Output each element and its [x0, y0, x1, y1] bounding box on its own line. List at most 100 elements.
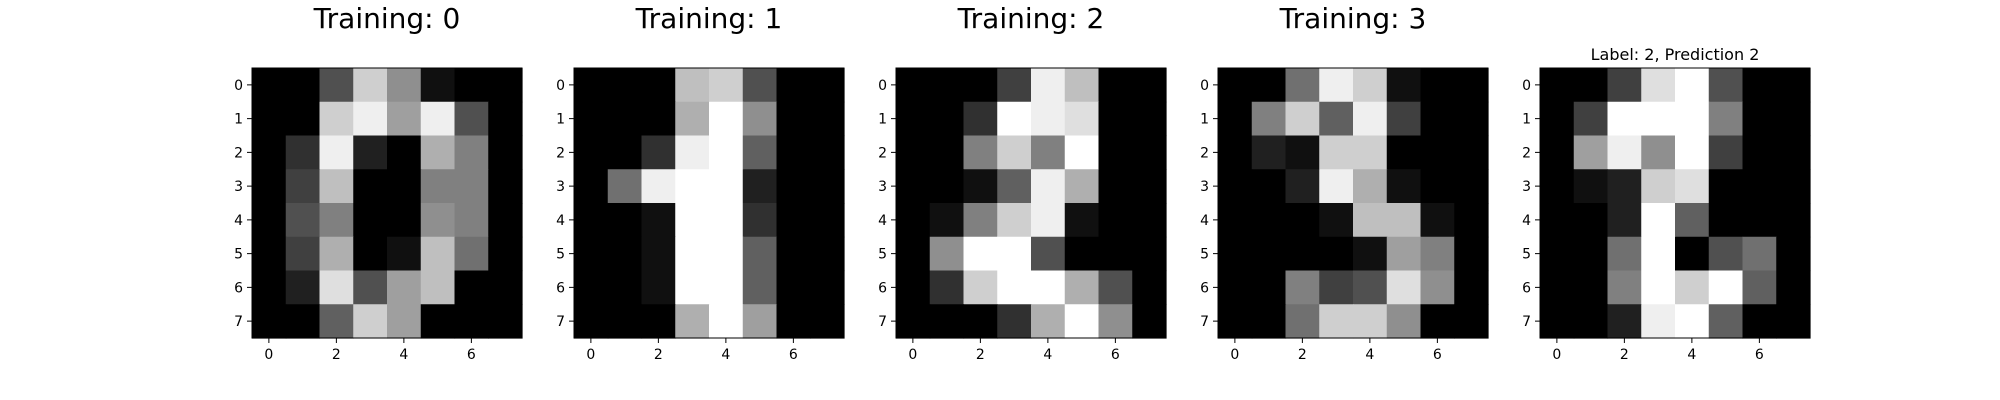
- pixel-cell: [1386, 169, 1422, 204]
- pixel-cell: [1641, 304, 1676, 339]
- pixel-cell: [285, 304, 321, 339]
- pixel-cell: [454, 203, 489, 238]
- pixel-cell: [675, 270, 710, 305]
- pixel-cell: [1386, 270, 1422, 305]
- pixel-cell: [420, 101, 456, 137]
- pixel-cell: [353, 236, 388, 272]
- pixel-cell: [929, 169, 965, 204]
- pixel-cell: [285, 270, 321, 305]
- pixel-cell: [896, 304, 931, 339]
- pixel-cell: [420, 203, 456, 238]
- pixel-cell: [607, 135, 643, 170]
- pixel-cell: [1573, 304, 1609, 339]
- panel-title: Training: 3: [1279, 2, 1427, 35]
- digit-panel-4: Label: 2, Prediction 2 0 2 4 6 0 1 2 3 4 5 6 7: [1522, 45, 1811, 363]
- pixel-cell: [896, 101, 931, 137]
- pixel-cell: [1708, 236, 1744, 272]
- pixel-cell: [1353, 68, 1388, 103]
- pixel-cell: [1641, 135, 1676, 170]
- pixel-cell: [929, 203, 965, 238]
- y-tick-label: 1: [556, 112, 565, 128]
- pixel-cell: [353, 135, 388, 170]
- y-tick-label: 2: [234, 145, 243, 161]
- pixel-cell: [963, 270, 998, 305]
- pixel-cell: [387, 270, 422, 305]
- pixel-cell: [896, 203, 931, 238]
- pixel-cell: [574, 304, 609, 339]
- pixel-cell: [1386, 203, 1422, 238]
- pixel-cell: [1251, 236, 1287, 272]
- y-tick-label: 3: [234, 179, 243, 195]
- pixel-cell: [641, 135, 676, 170]
- pixel-cell: [675, 304, 710, 339]
- pixel-cell: [776, 68, 811, 103]
- pixel-cell: [810, 135, 845, 170]
- pixel-cell: [1251, 304, 1287, 339]
- pixel-cell: [488, 101, 523, 137]
- pixel-cell: [252, 101, 287, 137]
- pixel-cell: [1031, 135, 1066, 170]
- pixel-cell: [675, 236, 710, 272]
- pixel-cell: [1675, 135, 1710, 170]
- pixel-cell: [1540, 304, 1575, 339]
- pixel-cell: [810, 236, 845, 272]
- y-tick-label: 6: [234, 280, 243, 296]
- panel-title: Training: 1: [635, 2, 783, 35]
- pixel-cell: [641, 101, 676, 137]
- pixel-cell: [319, 270, 354, 305]
- pixel-cell: [1098, 236, 1133, 272]
- pixel-cell: [1285, 101, 1320, 137]
- pixel-cell: [1251, 68, 1287, 103]
- pixel-cell: [641, 169, 676, 204]
- pixel-cell: [1742, 304, 1777, 339]
- pixel-cell: [420, 304, 456, 339]
- pixel-cell: [1319, 101, 1354, 137]
- x-tick-label: 2: [332, 347, 341, 363]
- pixel-cell: [1540, 236, 1575, 272]
- pixel-cell: [353, 169, 388, 204]
- pixel-cell: [387, 304, 422, 339]
- pixel-cell: [252, 203, 287, 238]
- pixel-cell: [1708, 203, 1744, 238]
- pixel-cell: [929, 135, 965, 170]
- pixel-cell: [1218, 203, 1253, 238]
- pixel-cell: [1285, 68, 1320, 103]
- pixel-cell: [1675, 203, 1710, 238]
- pixel-cell: [574, 135, 609, 170]
- y-tick-label: 5: [1200, 247, 1209, 263]
- y-tick-label: 7: [1200, 314, 1209, 330]
- pixel-cell: [709, 236, 744, 272]
- pixel-cell: [675, 68, 710, 103]
- axes-frame: [1217, 67, 1489, 339]
- y-tick-label: 3: [556, 179, 565, 195]
- pixel-cell: [1218, 270, 1253, 305]
- pixel-cell: [810, 270, 845, 305]
- pixel-cell: [1776, 169, 1811, 204]
- pixel-cell: [353, 270, 388, 305]
- pixel-cell: [285, 68, 321, 103]
- pixel-cell: [675, 203, 710, 238]
- pixel-cell: [574, 236, 609, 272]
- pixel-cell: [1776, 236, 1811, 272]
- pixel-cell: [1742, 101, 1777, 137]
- pixel-cell: [607, 304, 643, 339]
- pixel-cell: [997, 203, 1032, 238]
- pixel-cell: [1132, 68, 1167, 103]
- pixel-cell: [488, 135, 523, 170]
- pixel-cell: [997, 304, 1032, 339]
- pixel-cell: [997, 236, 1032, 272]
- pixel-cell: [1607, 304, 1642, 339]
- pixel-cell: [1218, 169, 1253, 204]
- pixel-cell: [1607, 101, 1642, 137]
- pixel-cell: [285, 135, 321, 170]
- pixel-cell: [1454, 169, 1489, 204]
- pixel-cell: [488, 169, 523, 204]
- pixel-cell: [420, 68, 456, 103]
- pixel-cell: [1251, 169, 1287, 204]
- pixel-cell: [607, 203, 643, 238]
- x-tick-label: 0: [264, 347, 273, 363]
- pixel-cell: [1132, 169, 1167, 204]
- pixel-cell: [319, 203, 354, 238]
- pixel-cell: [1641, 203, 1676, 238]
